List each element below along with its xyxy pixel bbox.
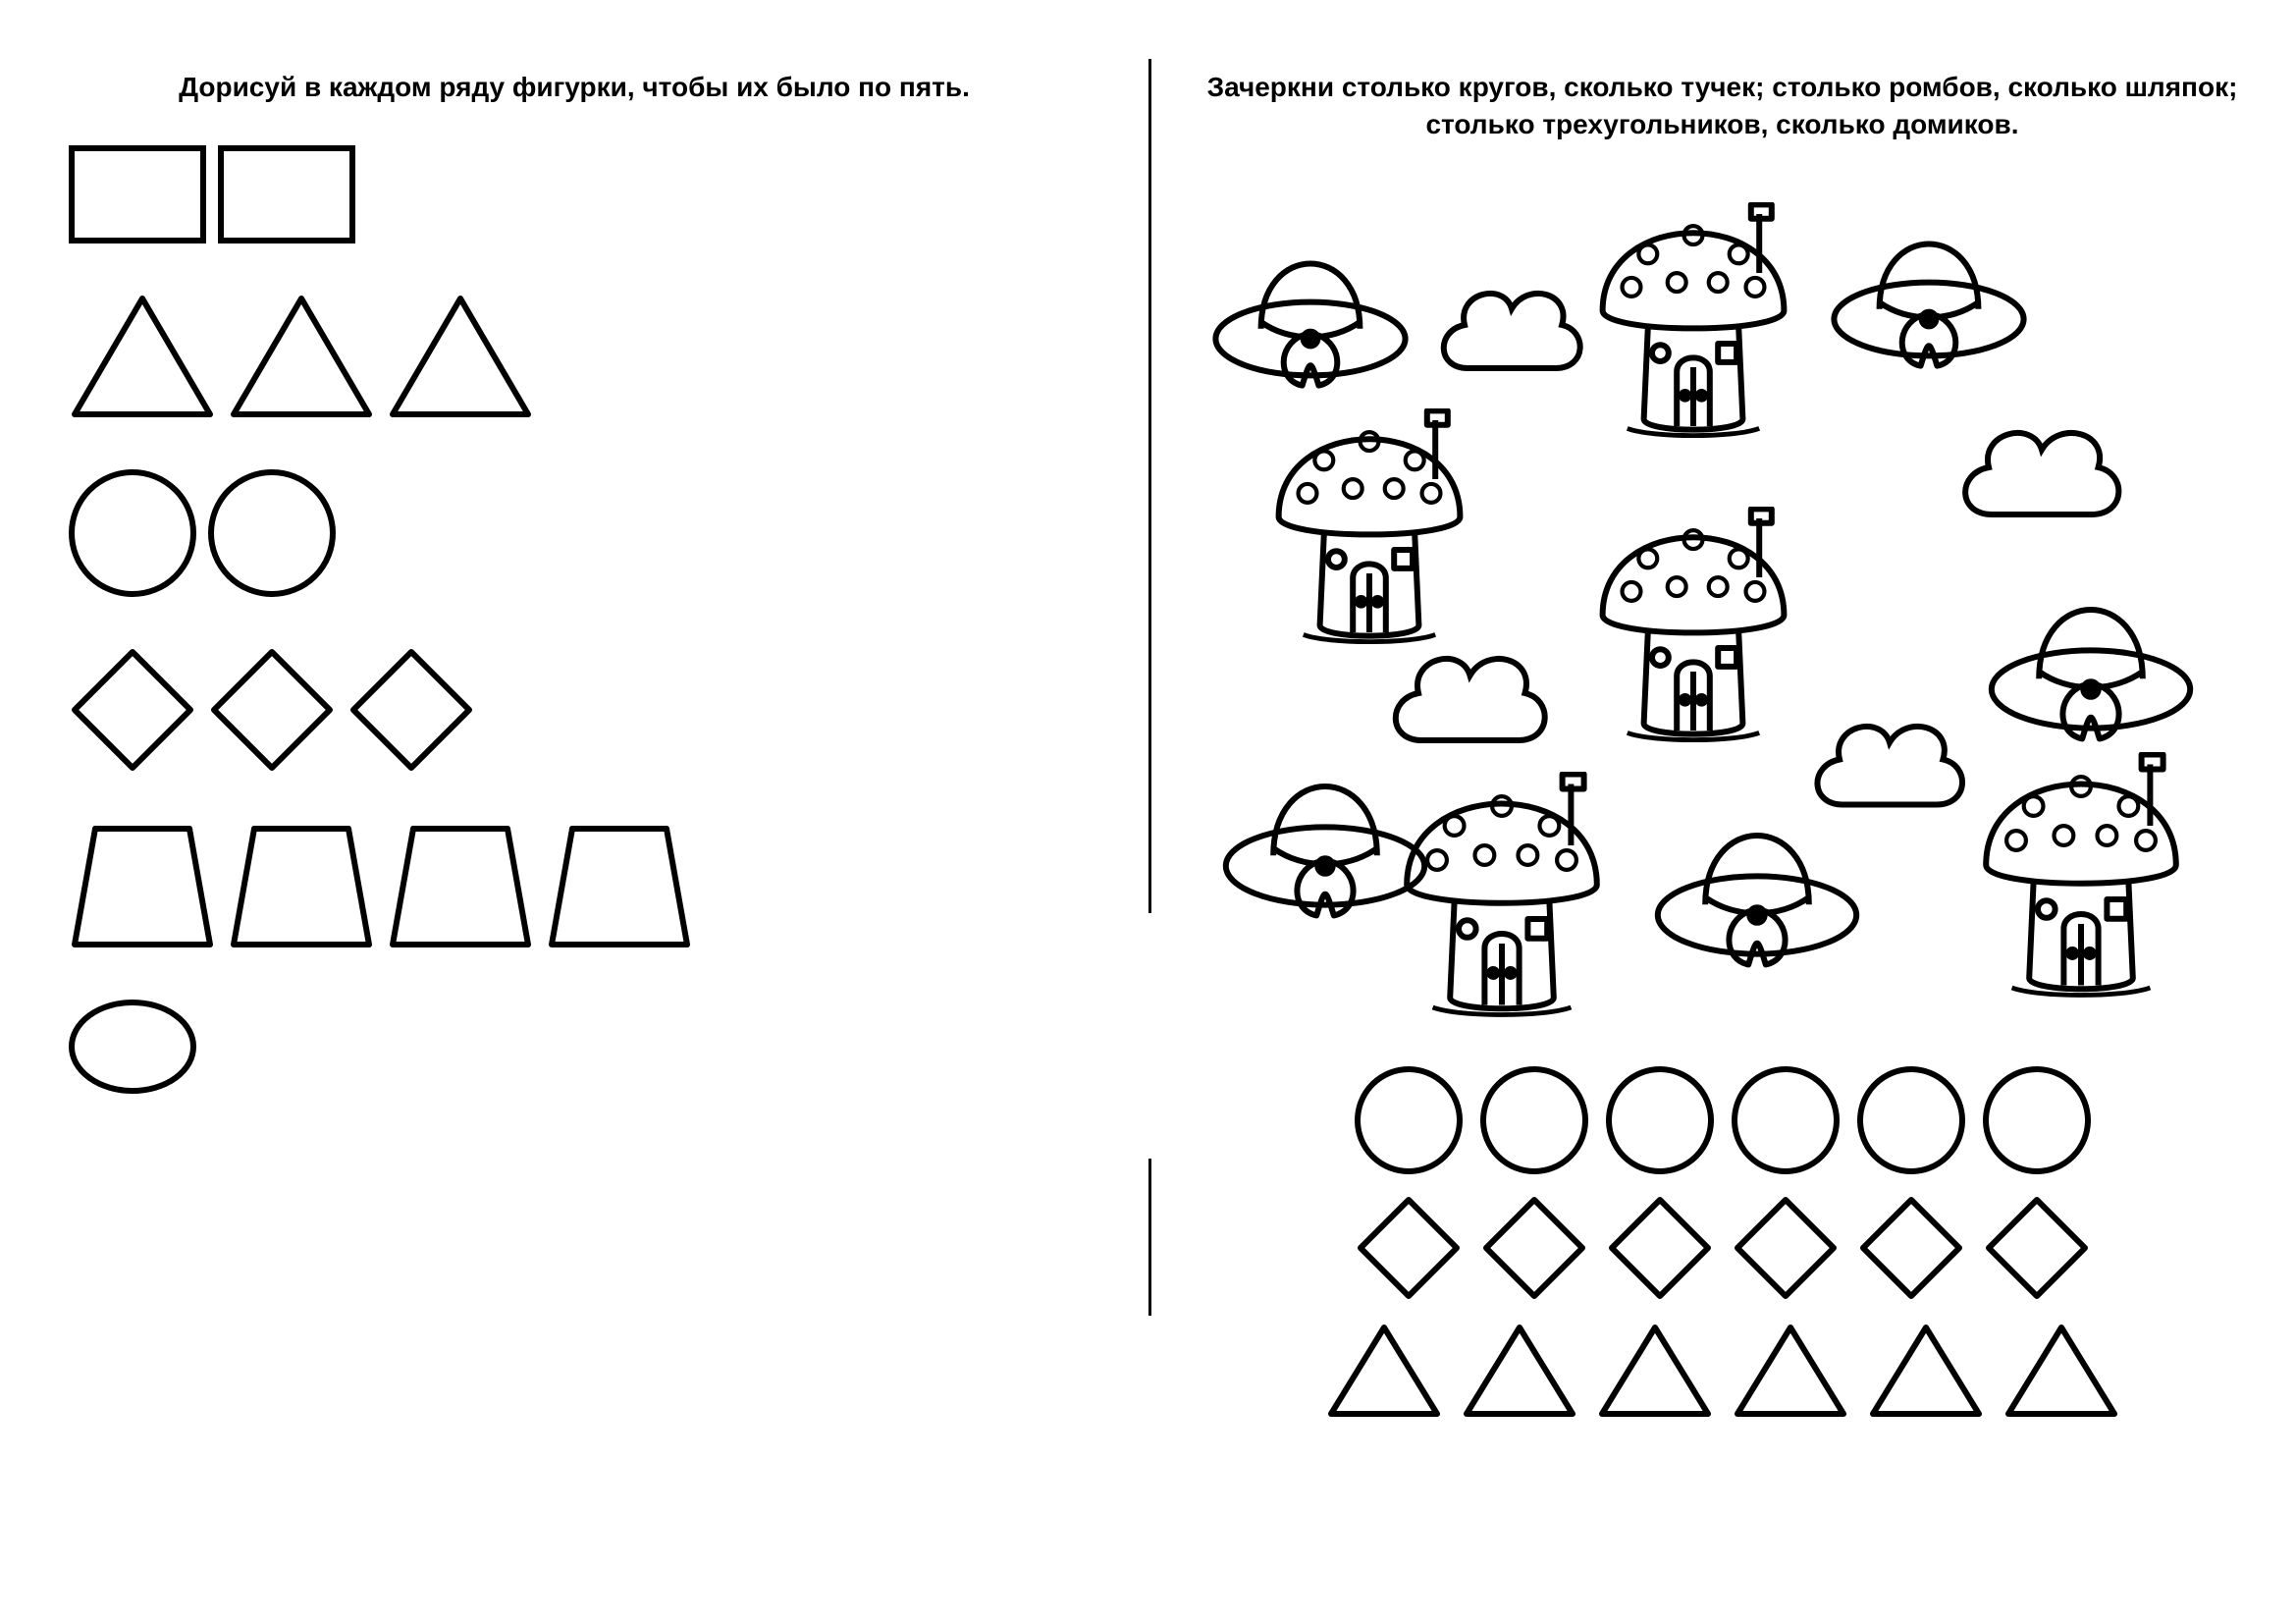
trapezoid-shape bbox=[546, 823, 693, 950]
counting-scene bbox=[1198, 183, 2238, 1047]
cloud-icon bbox=[1433, 271, 1590, 379]
worksheet-page: Дорисуй в каждом ряду фигурки, чтобы их … bbox=[0, 0, 2296, 1623]
trapezoid-shape bbox=[387, 823, 534, 950]
cloud-icon bbox=[1953, 408, 2130, 526]
mushroom-icon bbox=[1590, 507, 1796, 742]
mushroom-icon bbox=[1590, 202, 1796, 438]
triangle-shape bbox=[2002, 1322, 2120, 1420]
center-divider-top bbox=[1148, 59, 1151, 913]
hat-icon bbox=[1826, 202, 2032, 369]
circle-shape bbox=[1355, 1066, 1463, 1174]
triangle-shape bbox=[1325, 1322, 1443, 1420]
circle-shape bbox=[208, 469, 336, 597]
ellipse-shape bbox=[69, 1000, 196, 1094]
circle-shape bbox=[1606, 1066, 1714, 1174]
mushroom-icon bbox=[1266, 408, 1472, 644]
triangle-shape bbox=[228, 293, 375, 420]
triangle-shape bbox=[1732, 1322, 1849, 1420]
answer-row-circle bbox=[1198, 1066, 2247, 1174]
shape-row-circle bbox=[69, 469, 1080, 597]
triangle-shape bbox=[1596, 1322, 1714, 1420]
cloud-icon bbox=[1953, 408, 2130, 526]
shape-row-rectangle bbox=[69, 145, 1080, 243]
hat-icon bbox=[1207, 222, 1414, 389]
triangle-shape bbox=[1867, 1322, 1985, 1420]
left-panel: Дорисуй в каждом ряду фигурки, чтобы их … bbox=[0, 0, 1139, 1623]
hat-icon bbox=[1207, 222, 1414, 389]
diamond-shape bbox=[1983, 1194, 2091, 1302]
diamond-shape bbox=[69, 646, 196, 774]
circle-shape bbox=[1480, 1066, 1588, 1174]
cloud-icon bbox=[1384, 634, 1556, 752]
left-instruction: Дорисуй в каждом ряду фигурки, чтобы их … bbox=[69, 69, 1080, 106]
circle-shape bbox=[1732, 1066, 1840, 1174]
hat-icon bbox=[1826, 202, 2032, 369]
diamond-shape bbox=[1355, 1194, 1463, 1302]
hat-icon bbox=[1983, 566, 2199, 742]
rectangle-shape bbox=[69, 145, 206, 243]
diamond-shape bbox=[347, 646, 475, 774]
diamond-shape bbox=[208, 646, 336, 774]
cloud-icon bbox=[1384, 634, 1556, 752]
answer-row-triangle bbox=[1198, 1322, 2247, 1420]
triangle-shape bbox=[69, 293, 216, 420]
diamond-shape bbox=[1606, 1194, 1714, 1302]
mushroom-icon bbox=[1394, 772, 1610, 1017]
shape-row-trapezoid bbox=[69, 823, 1080, 950]
hat-icon bbox=[1649, 791, 1865, 968]
circle-shape bbox=[1983, 1066, 2091, 1174]
answer-shape-rows bbox=[1198, 1066, 2247, 1420]
mushroom-icon bbox=[1590, 202, 1796, 438]
center-divider-bottom bbox=[1148, 1159, 1151, 1316]
shape-row-ellipse bbox=[69, 1000, 1080, 1094]
mushroom-icon bbox=[1394, 772, 1610, 1017]
circle-shape bbox=[1857, 1066, 1965, 1174]
hat-icon bbox=[1649, 791, 1865, 968]
triangle-shape bbox=[1461, 1322, 1578, 1420]
right-instruction: Зачеркни столько кругов, сколько тучек; … bbox=[1198, 69, 2247, 143]
mushroom-icon bbox=[1590, 507, 1796, 742]
trapezoid-shape bbox=[69, 823, 216, 950]
shape-row-diamond bbox=[69, 646, 1080, 774]
trapezoid-shape bbox=[228, 823, 375, 950]
mushroom-icon bbox=[1266, 408, 1472, 644]
mushroom-icon bbox=[1973, 752, 2189, 998]
hat-icon bbox=[1983, 566, 2199, 742]
right-panel: Зачеркни столько кругов, сколько тучек; … bbox=[1158, 0, 2296, 1623]
diamond-shape bbox=[1732, 1194, 1840, 1302]
diamond-shape bbox=[1857, 1194, 1965, 1302]
left-shape-rows bbox=[69, 145, 1080, 1094]
shape-row-triangle bbox=[69, 293, 1080, 420]
mushroom-icon bbox=[1973, 752, 2189, 998]
answer-row-diamond bbox=[1198, 1194, 2247, 1302]
rectangle-shape bbox=[218, 145, 355, 243]
cloud-icon bbox=[1433, 271, 1590, 379]
circle-shape bbox=[69, 469, 196, 597]
triangle-shape bbox=[387, 293, 534, 420]
diamond-shape bbox=[1480, 1194, 1588, 1302]
